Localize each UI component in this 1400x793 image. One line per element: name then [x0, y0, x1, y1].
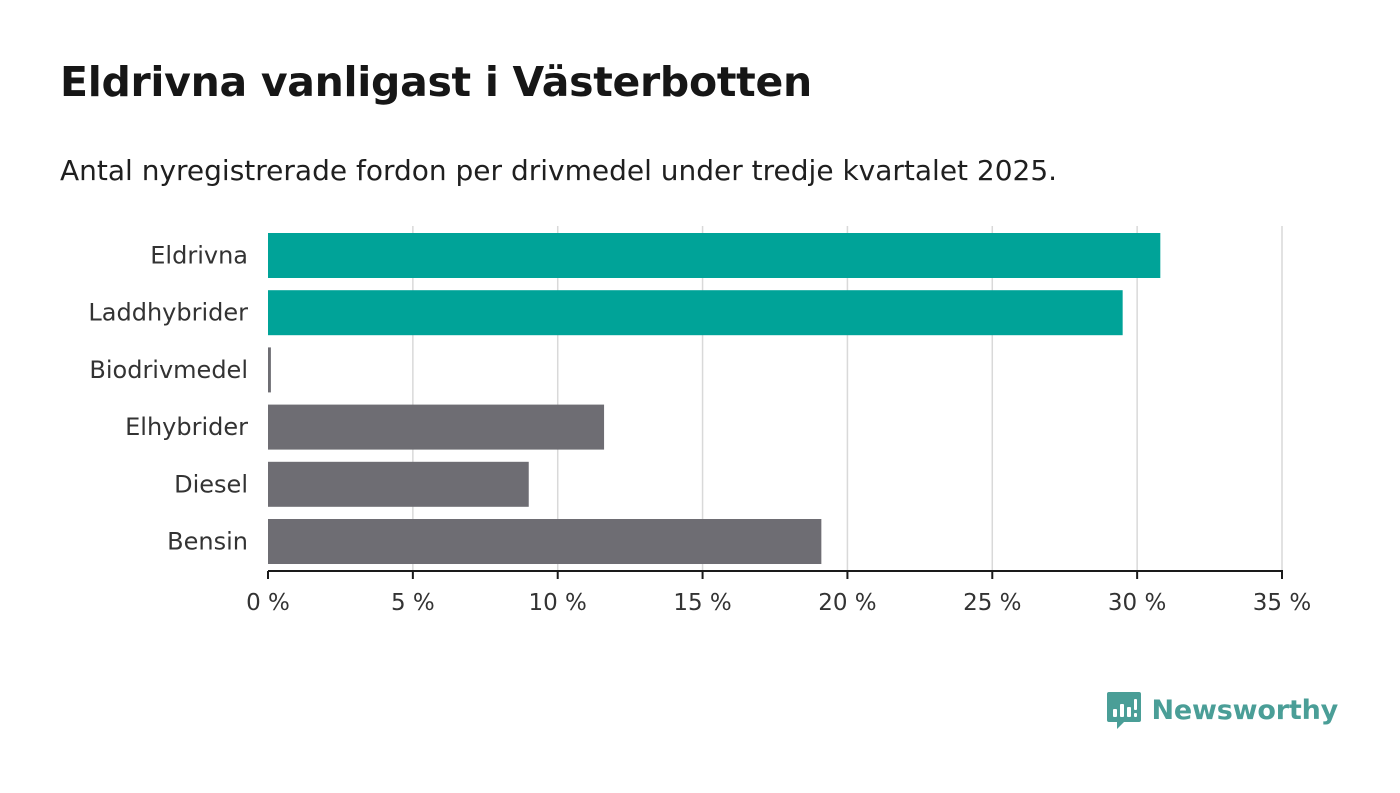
bar-biodrivmedel — [268, 347, 271, 393]
category-label: Elhybrider — [125, 413, 248, 441]
category-label: Biodrivmedel — [89, 356, 248, 384]
x-tick-label: 0 % — [246, 590, 290, 616]
category-label: Bensin — [167, 528, 248, 556]
category-label: Diesel — [174, 470, 248, 498]
brand-logo: Newsworthy — [1106, 690, 1338, 730]
category-labels: Eldrivna Laddhybrider Biodrivmedel Elhybrid… — [88, 242, 248, 556]
category-label: Eldrivna — [150, 242, 248, 270]
bar-chart-speech-bubble-icon — [1106, 692, 1141, 729]
x-tick-label: 5 % — [391, 590, 435, 616]
chart-subtitle: Antal nyregistrerade fordon per drivmede… — [60, 154, 1058, 187]
bar-laddhybrider — [268, 290, 1123, 336]
x-tick-label: 30 % — [1108, 590, 1166, 616]
bar-elhybrider — [268, 404, 605, 450]
bar-chart: Eldrivna Laddhybrider Biodrivmedel Elhybrid… — [88, 226, 1311, 616]
x-tick-label: 35 % — [1253, 590, 1311, 616]
bars — [268, 233, 1161, 564]
x-tick-label: 25 % — [963, 590, 1021, 616]
brand-name: Newsworthy — [1151, 694, 1339, 726]
bar-diesel — [268, 461, 529, 507]
category-label: Laddhybrider — [88, 299, 248, 327]
x-tick-label: 20 % — [818, 590, 876, 616]
gridlines — [412, 226, 1283, 571]
chart-title: Eldrivna vanligast i Västerbotten — [60, 58, 812, 106]
x-tick-label: 15 % — [673, 590, 731, 616]
bar-eldrivna — [268, 233, 1161, 278]
x-tick-label: 10 % — [528, 590, 586, 616]
x-axis: 0 % 5 % 10 % 15 % 20 % 25 % 30 % 35 % — [246, 570, 1311, 616]
bar-bensin — [268, 519, 822, 564]
